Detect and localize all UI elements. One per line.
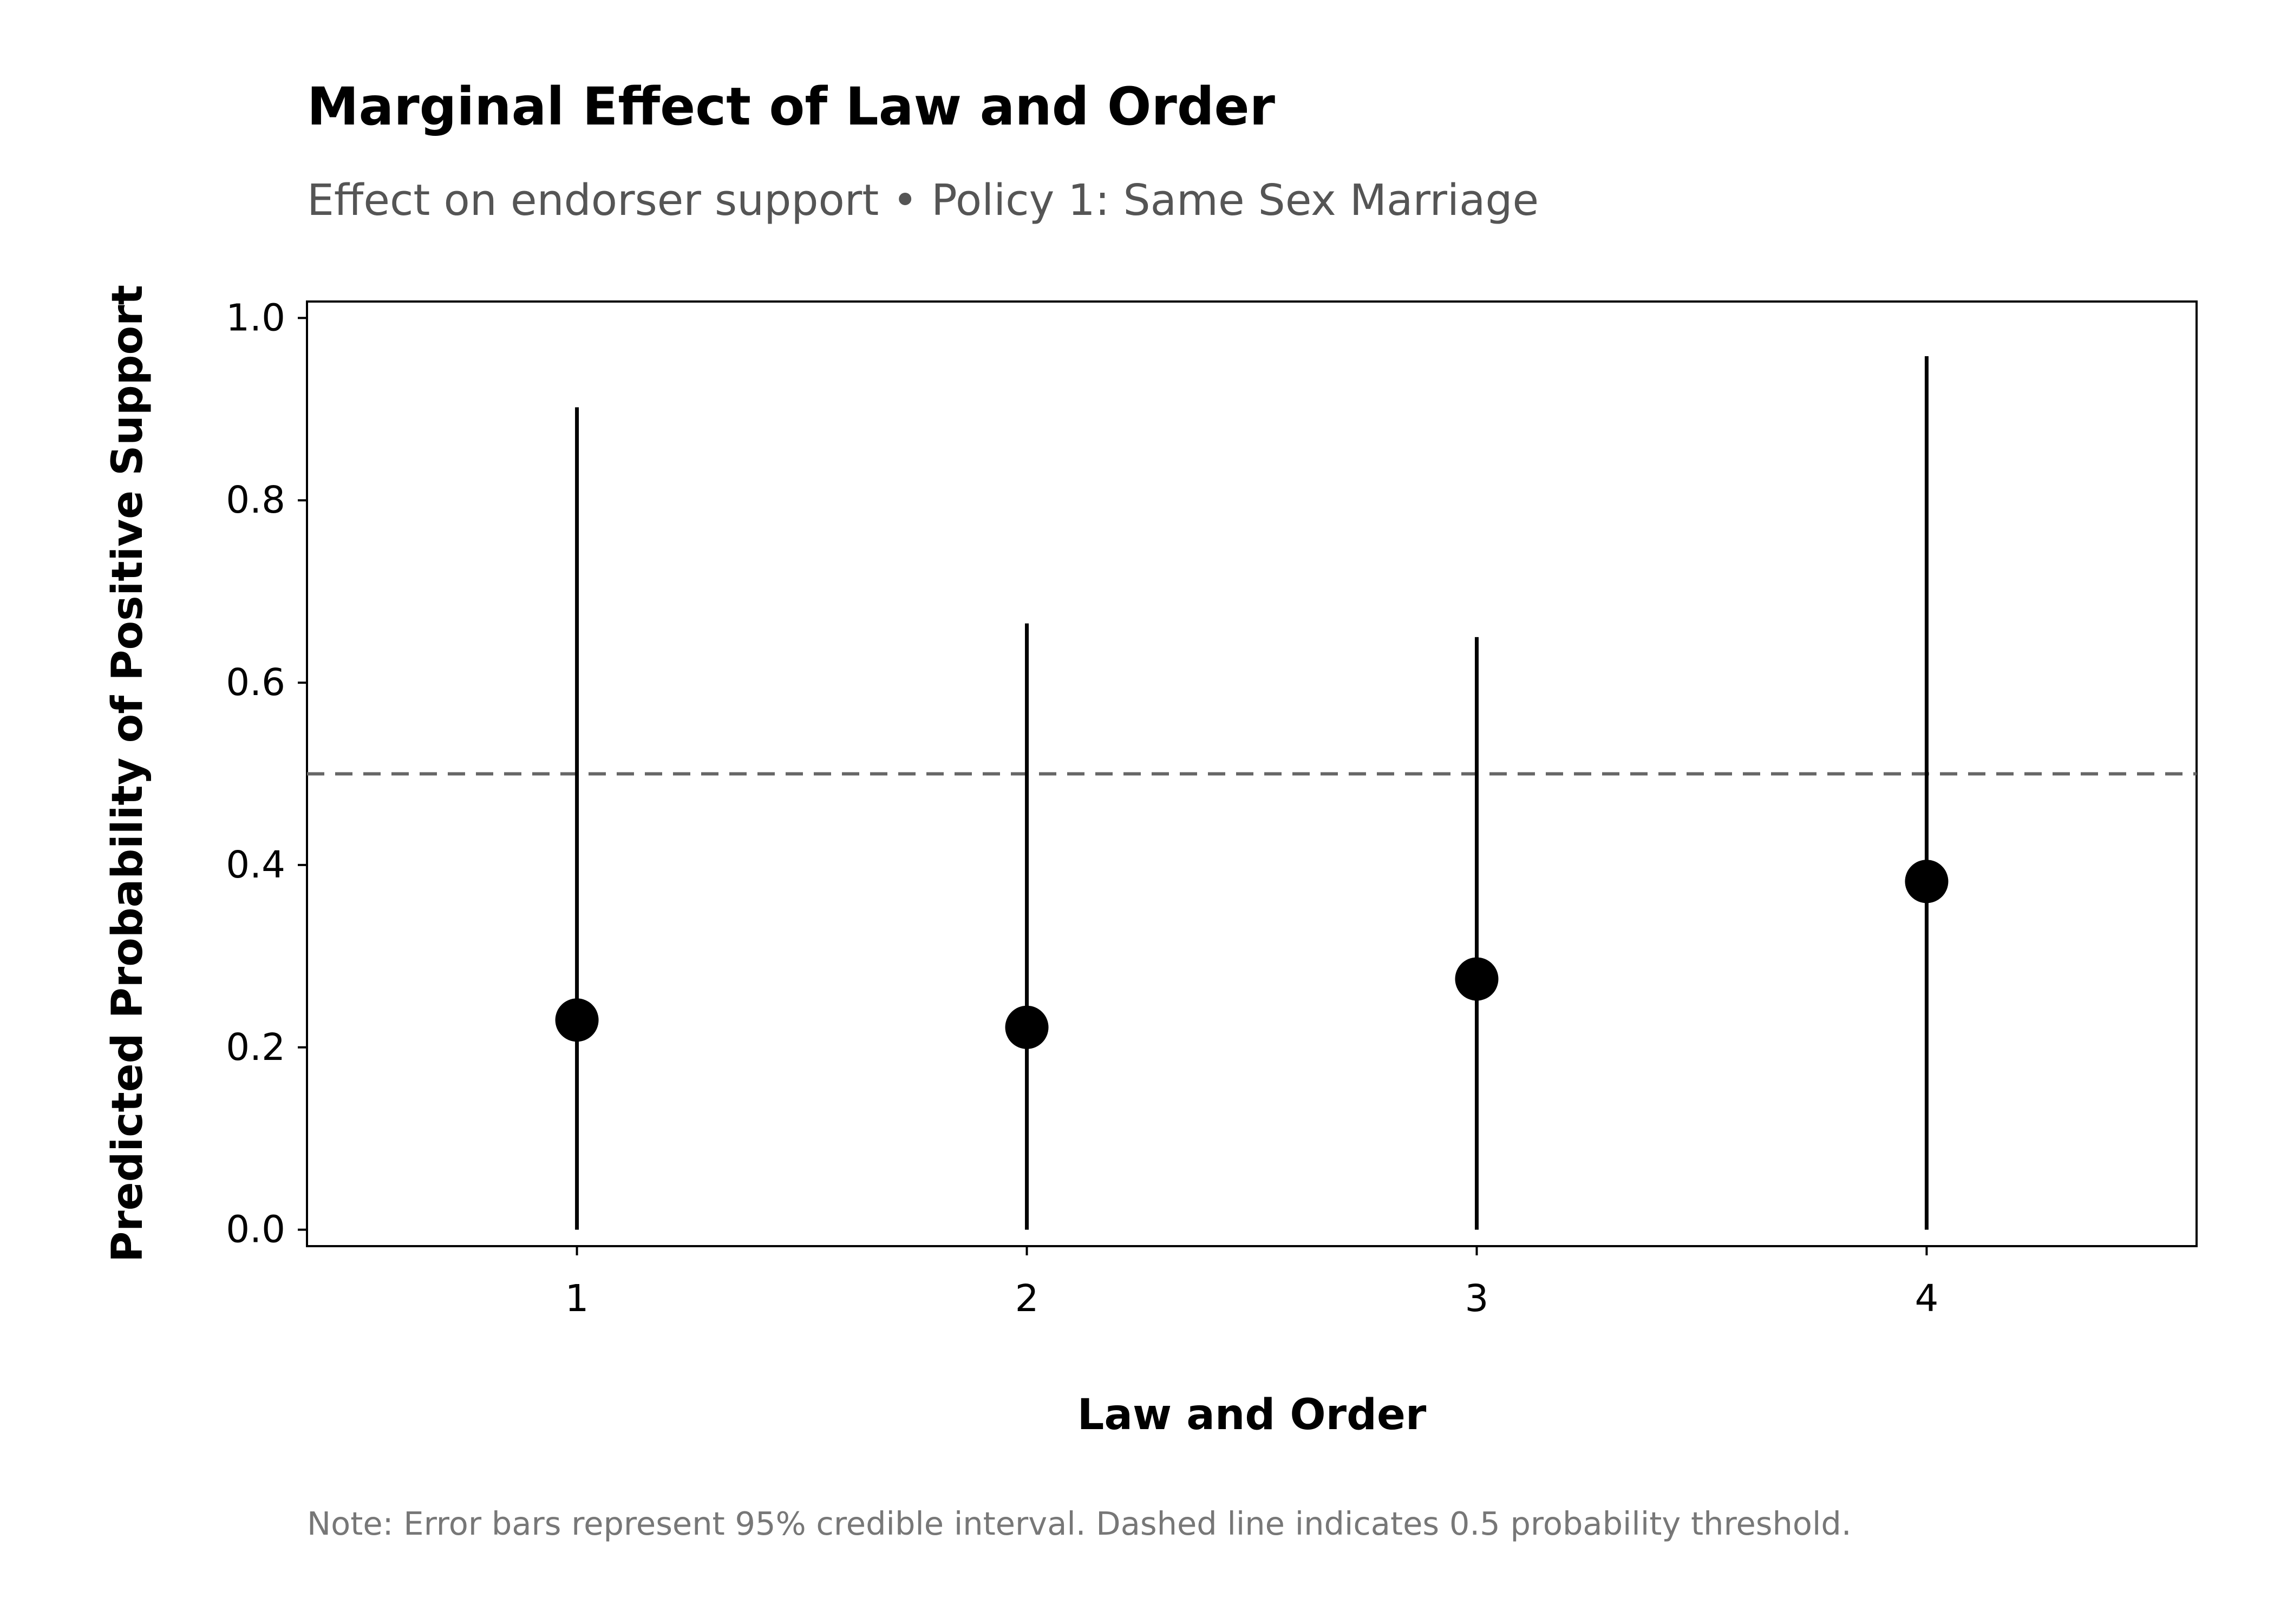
data-point bbox=[1905, 860, 1949, 903]
y-tick-label: 0.8 bbox=[226, 479, 285, 522]
x-tick-label: 1 bbox=[565, 1277, 589, 1320]
x-tick-label: 3 bbox=[1465, 1277, 1489, 1320]
data-point bbox=[1005, 1005, 1049, 1049]
chart-title: Marginal Effect of Law and Order bbox=[307, 76, 1276, 137]
chart-subtitle: Effect on endorser support • Policy 1: S… bbox=[307, 175, 1539, 225]
data-point bbox=[555, 998, 599, 1042]
y-tick-label: 1.0 bbox=[226, 296, 285, 339]
y-tick-label: 0.0 bbox=[226, 1208, 285, 1252]
x-tick-label: 4 bbox=[1914, 1277, 1938, 1320]
x-tick-label: 2 bbox=[1015, 1277, 1039, 1320]
data-point bbox=[1455, 957, 1499, 1001]
chart-note: Note: Error bars represent 95% credible … bbox=[307, 1505, 1852, 1542]
y-axis-label: Predicted Probability of Positive Suppor… bbox=[103, 285, 152, 1262]
x-axis-label: Law and Order bbox=[1077, 1391, 1427, 1439]
y-tick-label: 0.4 bbox=[226, 843, 285, 887]
plot-area: 0.0 0.2 0.4 0.6 0.8 1.0 1 2 3 4 bbox=[226, 296, 2198, 1320]
y-tick-label: 0.2 bbox=[226, 1026, 285, 1069]
y-tick-label: 0.6 bbox=[226, 661, 285, 704]
